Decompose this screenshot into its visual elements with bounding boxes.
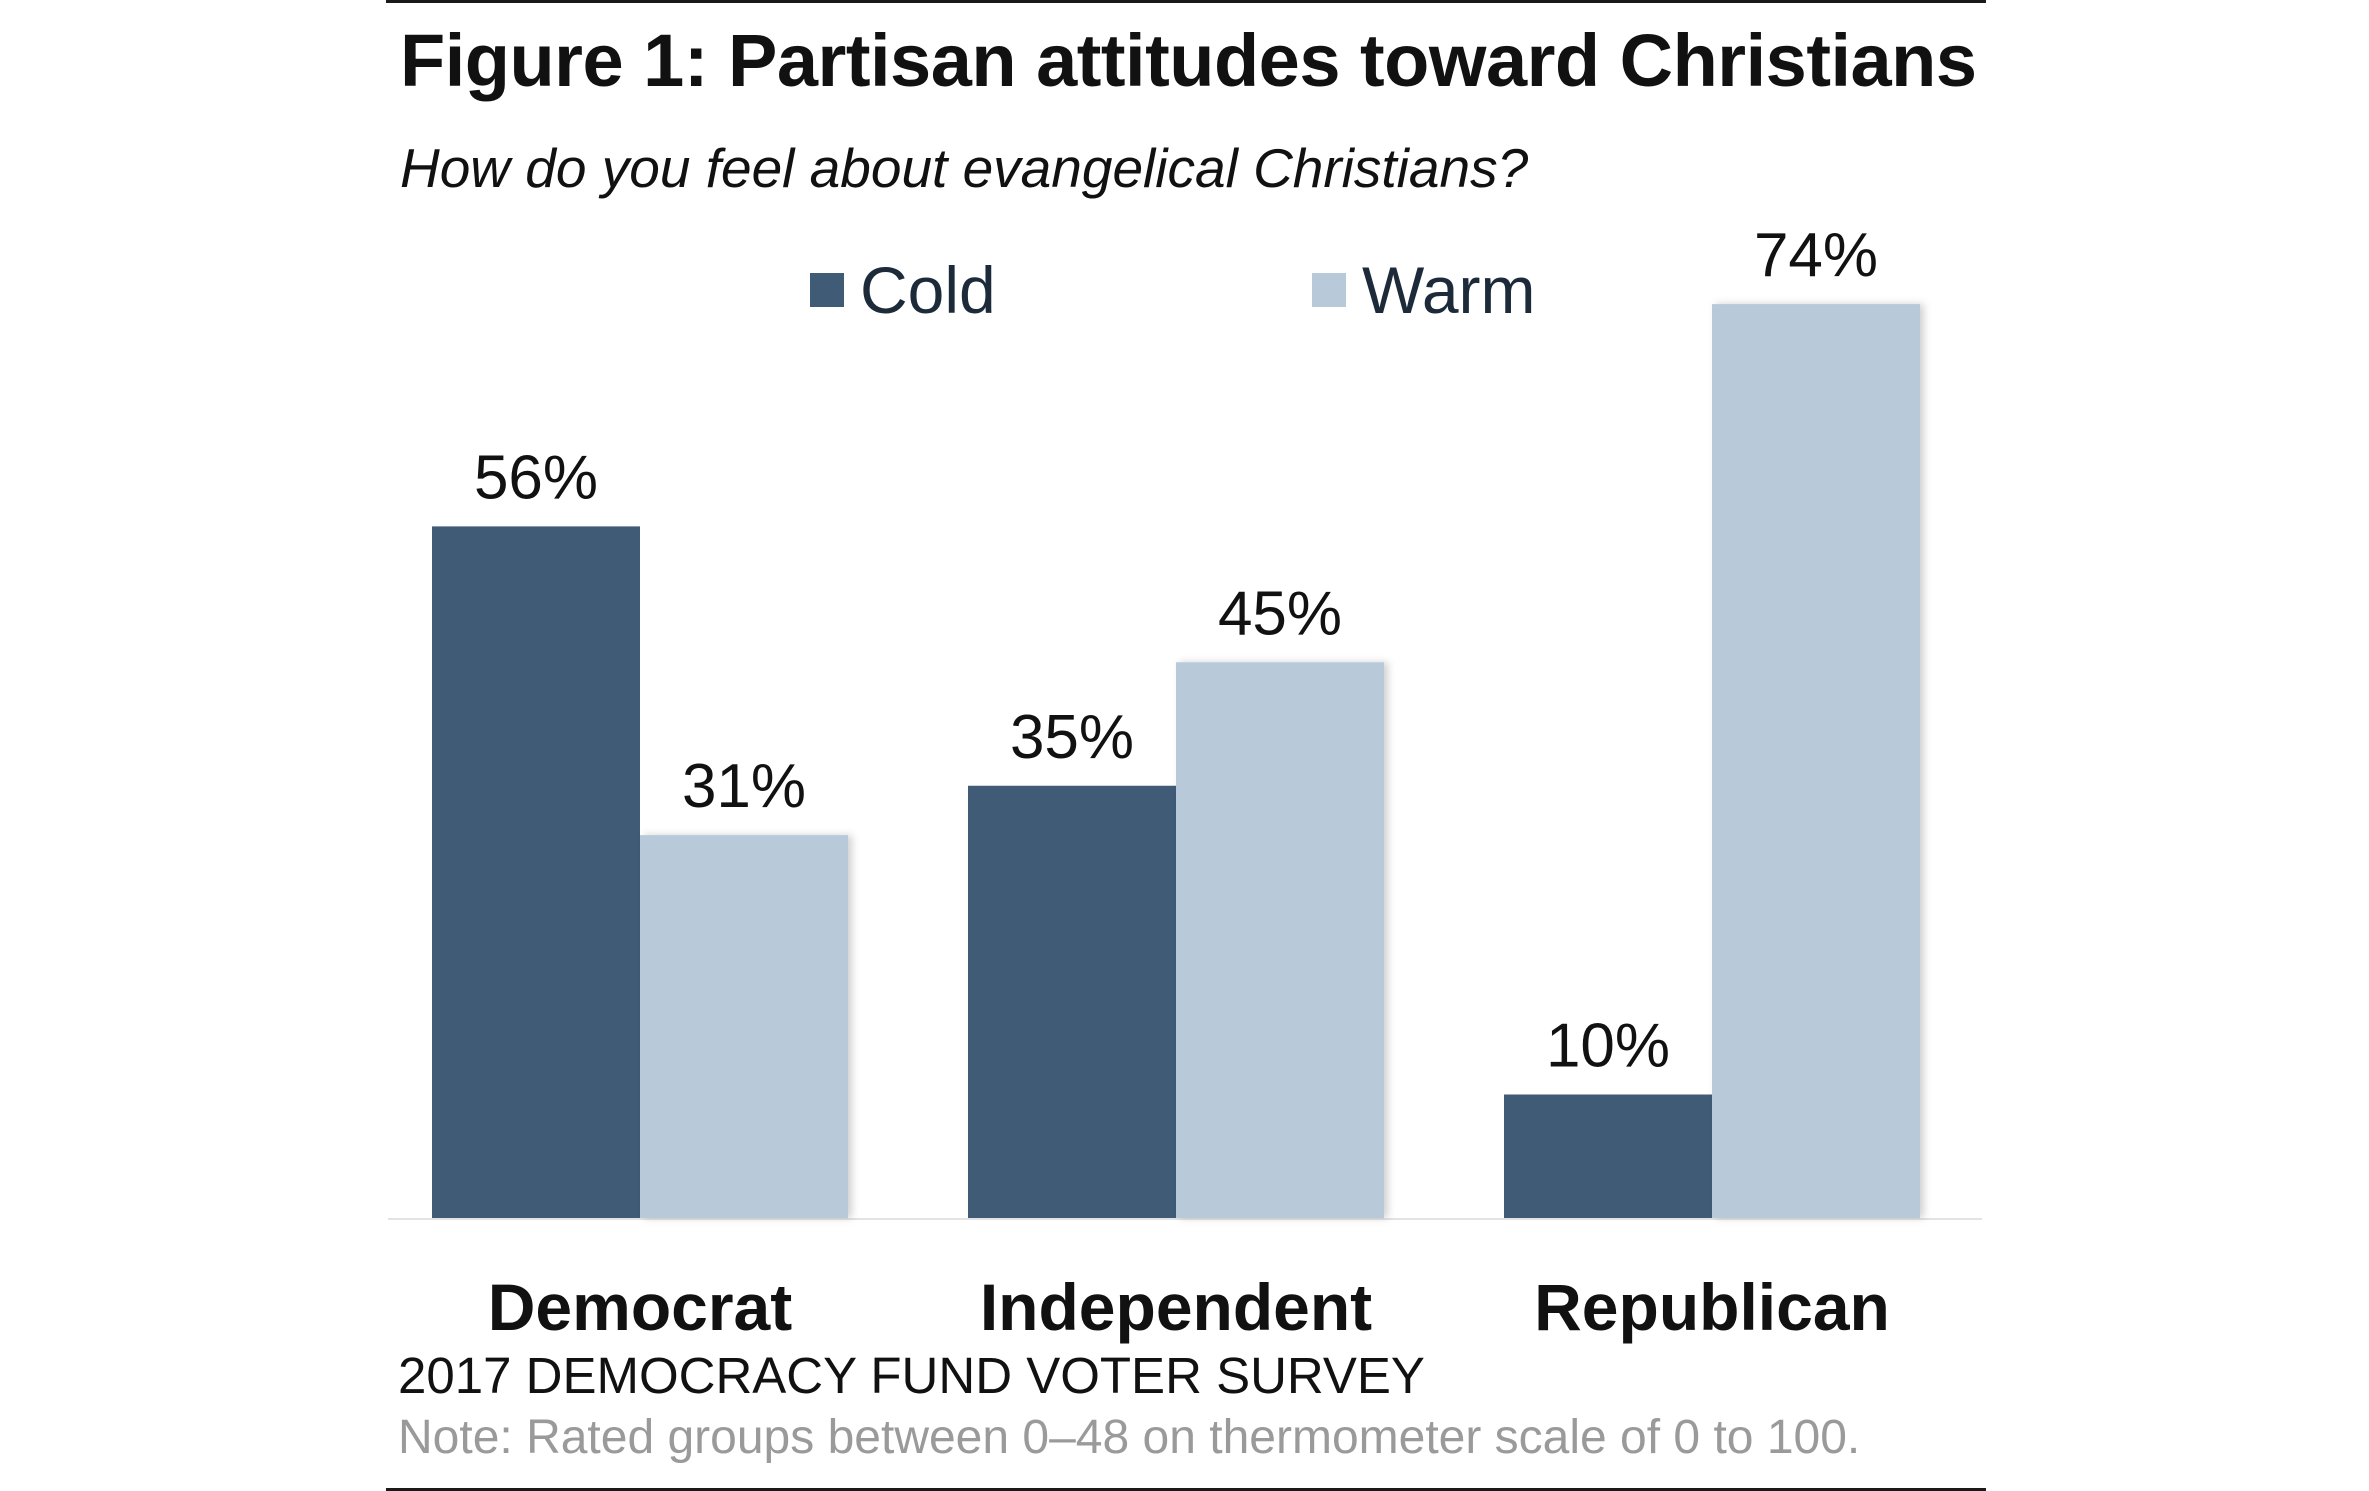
bar-warm-independent — [1176, 662, 1384, 1218]
data-label-warm-democrat: 31% — [682, 752, 806, 821]
data-label-warm-independent: 45% — [1218, 579, 1342, 648]
legend-swatch-cold — [810, 273, 844, 307]
chart-title: Figure 1: Partisan attitudes toward Chri… — [400, 19, 1977, 102]
data-label-cold-independent: 35% — [1010, 703, 1134, 772]
data-labels-layer: 56% 31% 35% 45% 10% 74% — [474, 221, 1878, 1080]
category-label-independent: Independent — [980, 1270, 1372, 1344]
legend-label-warm: Warm — [1362, 253, 1536, 327]
bar-cold-independent — [968, 785, 1176, 1218]
legend-item-warm: Warm — [1312, 250, 1536, 330]
legend-swatch-warm — [1312, 273, 1346, 307]
chart-subtitle: How do you feel about evangelical Christ… — [400, 137, 1529, 199]
category-labels-layer: Democrat Independent Republican — [488, 1270, 1890, 1344]
top-rule — [386, 0, 1986, 3]
data-label-warm-republican: 74% — [1754, 221, 1878, 290]
legend-label-cold: Cold — [860, 253, 996, 327]
category-label-democrat: Democrat — [488, 1270, 792, 1344]
bottom-rule — [386, 1488, 1986, 1491]
bar-cold-republican — [1504, 1094, 1712, 1218]
bar-cold-democrat — [432, 526, 640, 1218]
bar-warm-democrat — [640, 835, 848, 1218]
data-label-cold-republican: 10% — [1546, 1012, 1670, 1081]
data-label-cold-democrat: 56% — [474, 443, 598, 512]
source-text: 2017 DEMOCRACY FUND VOTER SURVEY — [398, 1347, 1425, 1404]
legend-item-cold: Cold — [810, 250, 996, 330]
category-label-republican: Republican — [1534, 1270, 1890, 1344]
bar-warm-republican — [1712, 304, 1920, 1219]
note-text: Note: Rated groups between 0–48 on therm… — [398, 1411, 1861, 1464]
legend: Cold Warm — [0, 250, 2369, 330]
bars-layer — [432, 304, 1920, 1219]
